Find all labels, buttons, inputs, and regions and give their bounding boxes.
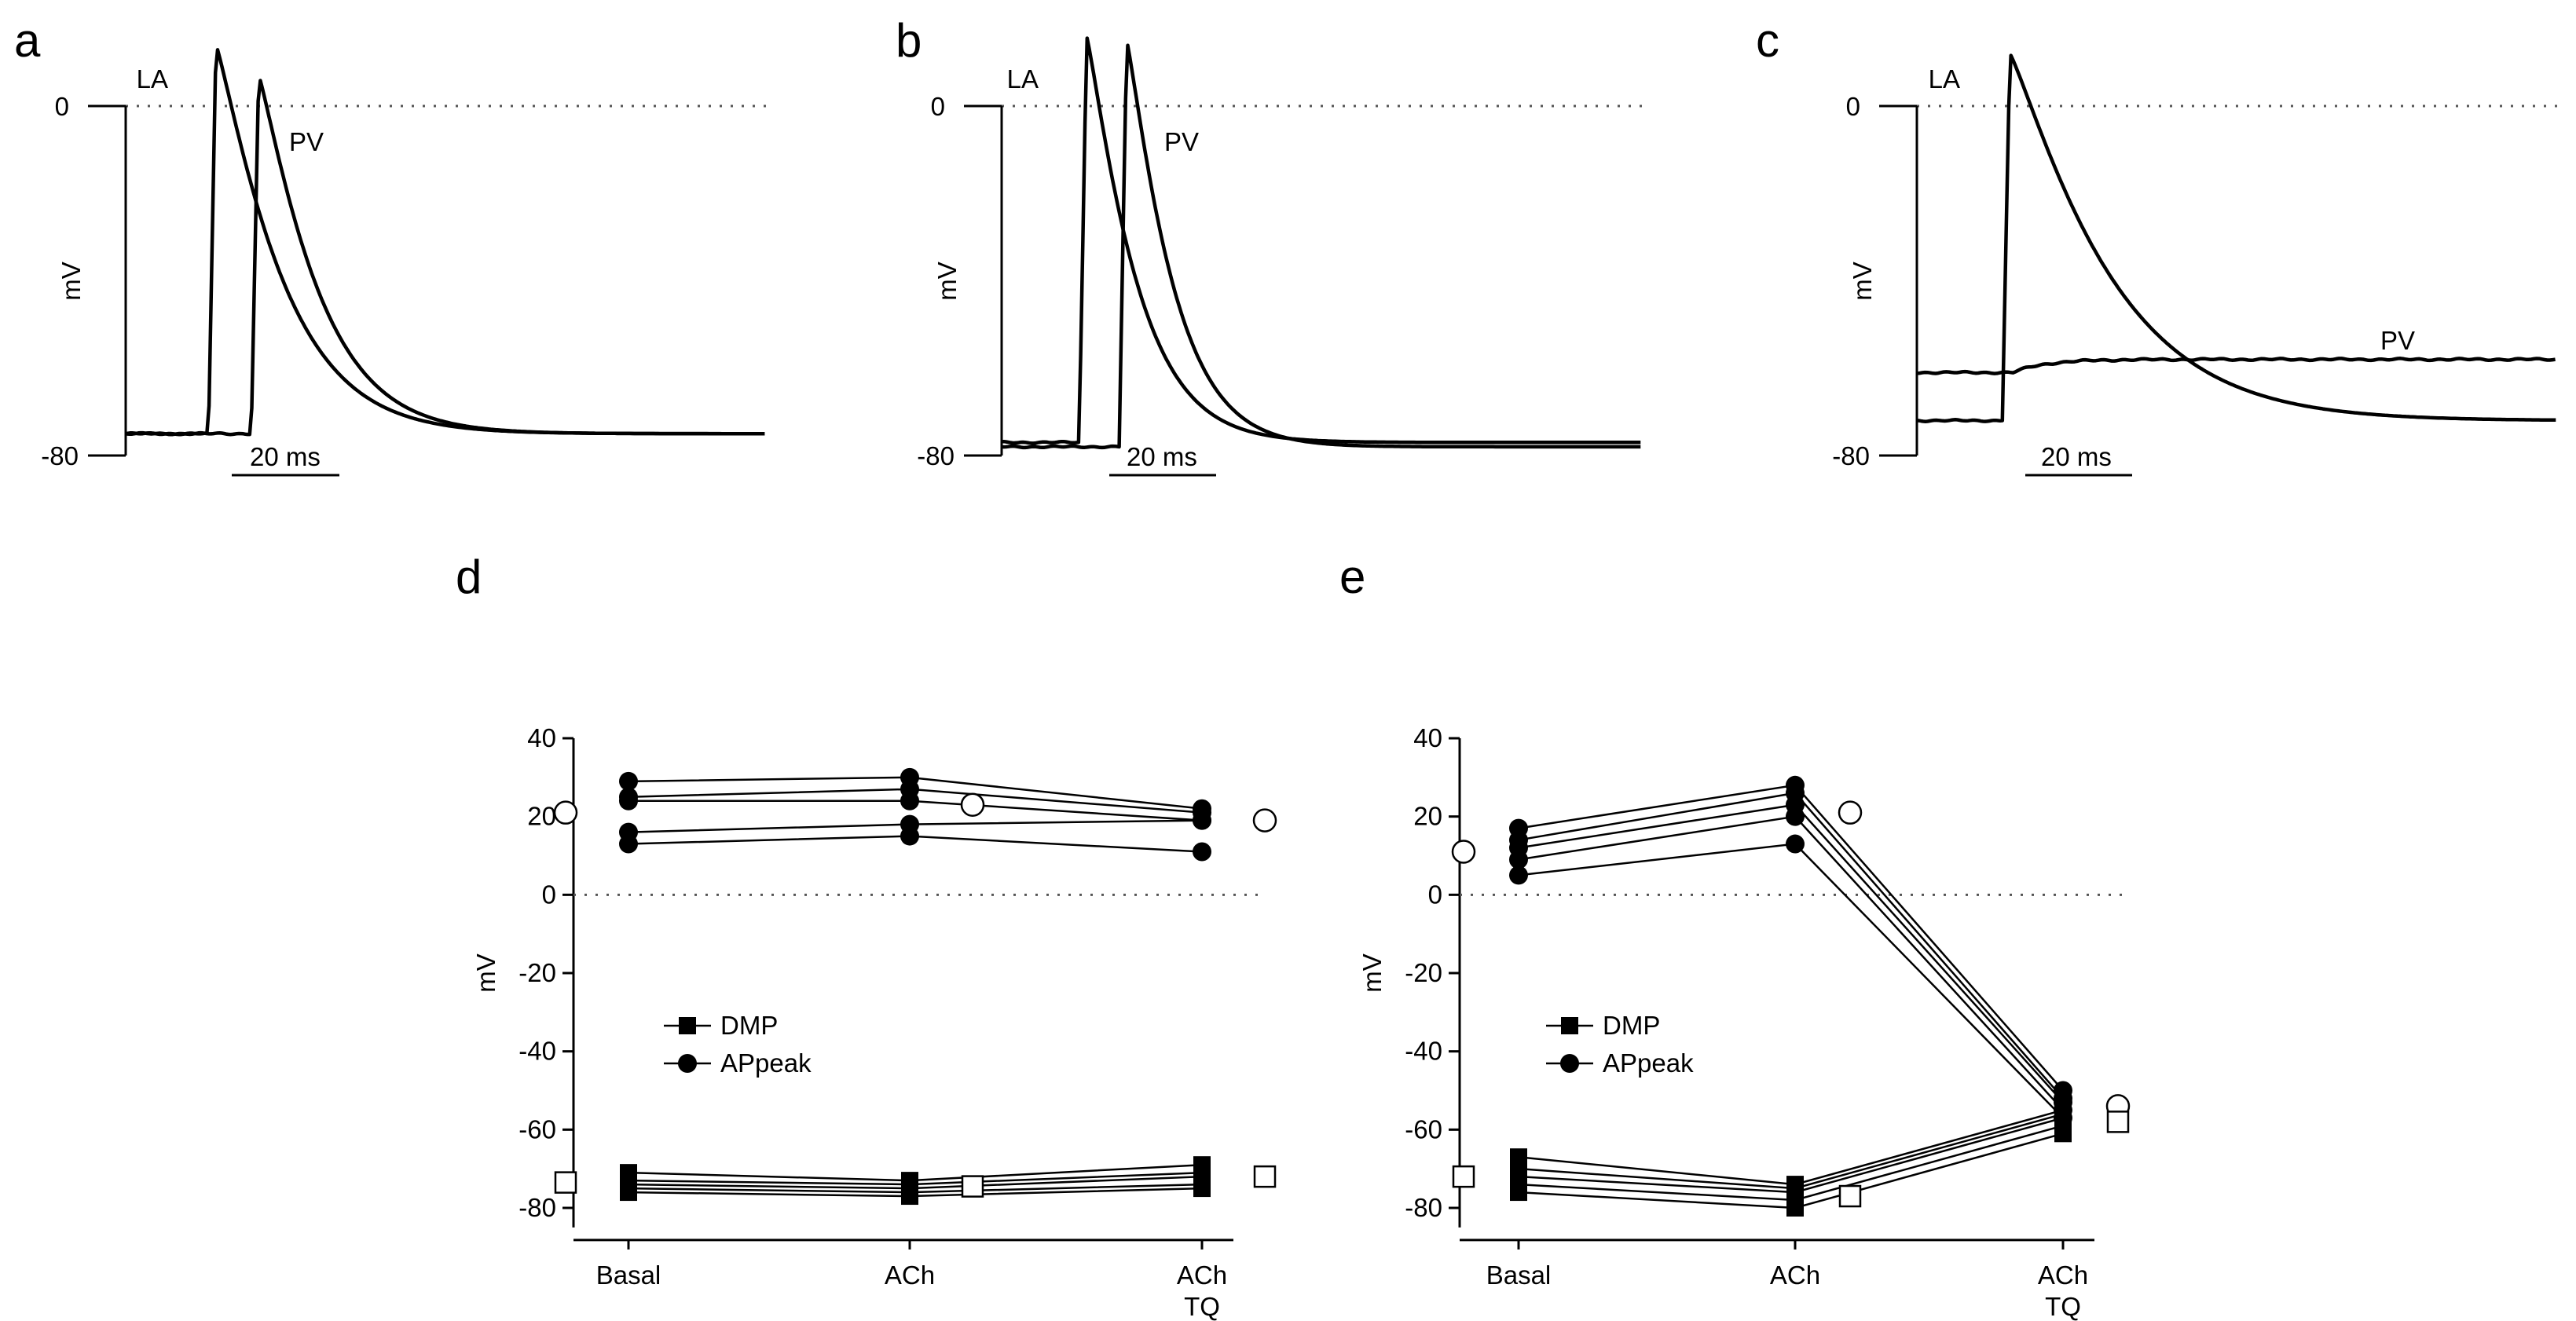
y-axis-label: mV — [1848, 262, 1877, 301]
x-tick-label: ACh — [1770, 1261, 1820, 1290]
y-tick-label: -80 — [41, 441, 79, 470]
legend-marker-square — [679, 1017, 696, 1034]
panel-label: a — [14, 14, 41, 67]
appeak-mean-point — [553, 800, 578, 825]
dmp-point — [2054, 1125, 2072, 1143]
appeak-point — [1193, 842, 1211, 862]
dmp-mean-point — [1452, 1165, 1475, 1188]
trace-label: PV — [1164, 127, 1199, 156]
trace-label: PV — [2380, 326, 2415, 355]
trace-label: LA — [137, 64, 168, 93]
y-tick-label: -80 — [917, 441, 955, 470]
y-tick-label: 20 — [1413, 802, 1442, 831]
x-tick-label: ACh — [885, 1261, 935, 1290]
line-chart-panel-d: d 40 20 0 -20 -40 -60 -80 mV Basal ACh ACh TQ DMP APpe… — [456, 551, 1277, 1321]
trace-label: LA — [1929, 64, 1960, 93]
appeak-point — [1786, 834, 1805, 854]
x-tick-label: Basal — [596, 1261, 661, 1290]
panel-label: c — [1756, 14, 1779, 67]
panel-label: b — [896, 14, 922, 67]
dmp-point — [620, 1184, 637, 1202]
x-tick-label: Basal — [1486, 1261, 1552, 1290]
dmp-mean-point — [961, 1175, 984, 1198]
scale-bar-label: 20 ms — [2041, 442, 2112, 471]
trace-la — [1916, 53, 2556, 423]
appeak-point — [900, 791, 919, 811]
legend-marker-circle — [678, 1054, 697, 1073]
legend: DMP APpeak — [664, 1011, 812, 1078]
appeak-point — [1193, 811, 1211, 830]
y-tick-label: -20 — [1405, 958, 1442, 987]
appeak-point — [619, 771, 638, 791]
dmp-mean-point — [1838, 1184, 1862, 1208]
dmp-mean-point — [1253, 1165, 1277, 1188]
legend-label: APpeak — [720, 1048, 812, 1078]
y-tick-label: -40 — [518, 1037, 556, 1066]
legend-label: DMP — [1603, 1011, 1660, 1040]
y-axis-label: mV — [933, 262, 962, 301]
scale-bar-label: 20 ms — [1127, 442, 1197, 471]
trace-panel-b: b0 -80 mV LA PV 20 ms — [896, 14, 1642, 477]
trace-label: LA — [1007, 64, 1039, 93]
scale-bar-label: 20 ms — [250, 442, 321, 471]
legend: DMP APpeak — [1546, 1011, 1694, 1078]
trace-panel-c: c 0 -80 mV LA PV 20 ms — [1756, 14, 2557, 477]
appeak-point — [900, 826, 919, 846]
legend-label: DMP — [720, 1011, 778, 1040]
trace-label: PV — [289, 127, 324, 156]
y-tick-label: 20 — [527, 802, 556, 831]
y-tick-label: -80 — [1832, 441, 1870, 470]
appeak-point — [1786, 807, 1805, 826]
x-tick-label: ACh TQ — [1177, 1261, 1227, 1321]
trace-panel-a: a0 -80 mV LA PV 20 ms — [14, 14, 766, 477]
y-axis-label: mV — [1358, 953, 1387, 993]
y-tick-label: -60 — [1405, 1114, 1442, 1144]
panel-label: d — [456, 551, 482, 603]
appeak-mean-point — [1252, 808, 1277, 832]
dmp-point — [901, 1187, 918, 1206]
y-tick-label: 0 — [931, 92, 945, 121]
y-axis-label: mV — [57, 262, 86, 301]
legend-marker-circle — [1560, 1054, 1579, 1073]
y-tick-label: 0 — [542, 880, 556, 909]
x-tick-label: ACh TQ — [2038, 1261, 2088, 1321]
y-tick-label: 0 — [55, 92, 69, 121]
appeak-point — [619, 791, 638, 811]
dmp-mean-point — [554, 1171, 577, 1194]
line-chart-panel-e: e 40 20 0 -20 -40 -60 -80 mV Basal ACh ACh TQ DMP APpe… — [1339, 551, 2131, 1321]
y-tick-label: -80 — [518, 1193, 556, 1222]
legend-label: APpeak — [1603, 1048, 1694, 1078]
appeak-point — [1509, 865, 1528, 885]
appeak-point — [1509, 850, 1528, 869]
panel-label: e — [1339, 551, 1365, 603]
dmp-point — [1193, 1180, 1211, 1198]
y-tick-label: -80 — [1405, 1193, 1442, 1222]
dmp-point — [1510, 1184, 1527, 1202]
trace-pv — [1001, 43, 1641, 450]
y-tick-label: -40 — [1405, 1037, 1442, 1066]
series-line-appeak — [1518, 784, 2064, 1092]
dmp-point — [1786, 1199, 1804, 1217]
appeak-point — [619, 834, 638, 854]
legend-marker-square — [1561, 1017, 1578, 1034]
y-tick-label: 40 — [1413, 723, 1442, 752]
appeak-mean-point — [1838, 800, 1863, 825]
trace-pv — [125, 79, 765, 437]
y-tick-label: 0 — [1428, 880, 1442, 909]
trace-la — [1001, 36, 1641, 445]
y-tick-label: 40 — [527, 723, 556, 752]
series-line-appeak — [1518, 843, 2064, 1119]
dmp-mean-point — [2106, 1111, 2130, 1133]
trace-la — [125, 48, 765, 437]
series-line-dmp — [1518, 1109, 2064, 1186]
trace-pv — [1916, 357, 2556, 375]
y-tick-label: -60 — [518, 1114, 556, 1144]
y-tick-label: -20 — [518, 958, 556, 987]
y-tick-label: 0 — [1846, 92, 1860, 121]
y-axis-label: mV — [471, 953, 500, 993]
appeak-mean-point — [960, 792, 985, 817]
appeak-mean-point — [1451, 840, 1476, 864]
series-line-appeak — [1518, 815, 2064, 1111]
